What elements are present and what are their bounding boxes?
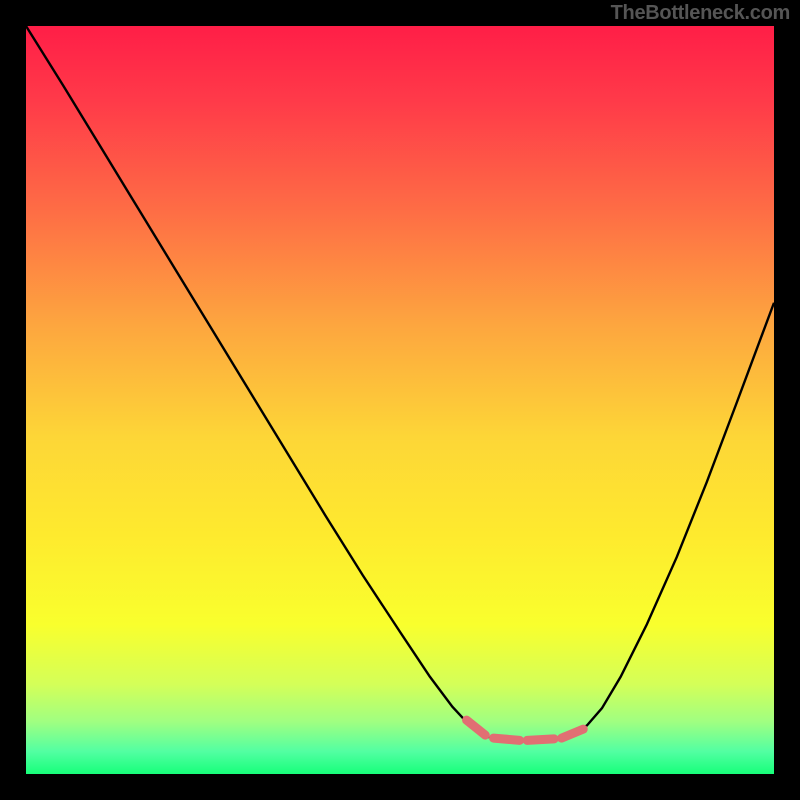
- chart-svg: [0, 0, 800, 800]
- chart-container: { "watermark": { "text": "TheBottleneck.…: [0, 0, 800, 800]
- watermark-text: TheBottleneck.com: [611, 2, 790, 25]
- plot-area: [26, 26, 774, 774]
- marker-segment: [527, 739, 554, 740]
- marker-segment: [494, 738, 520, 740]
